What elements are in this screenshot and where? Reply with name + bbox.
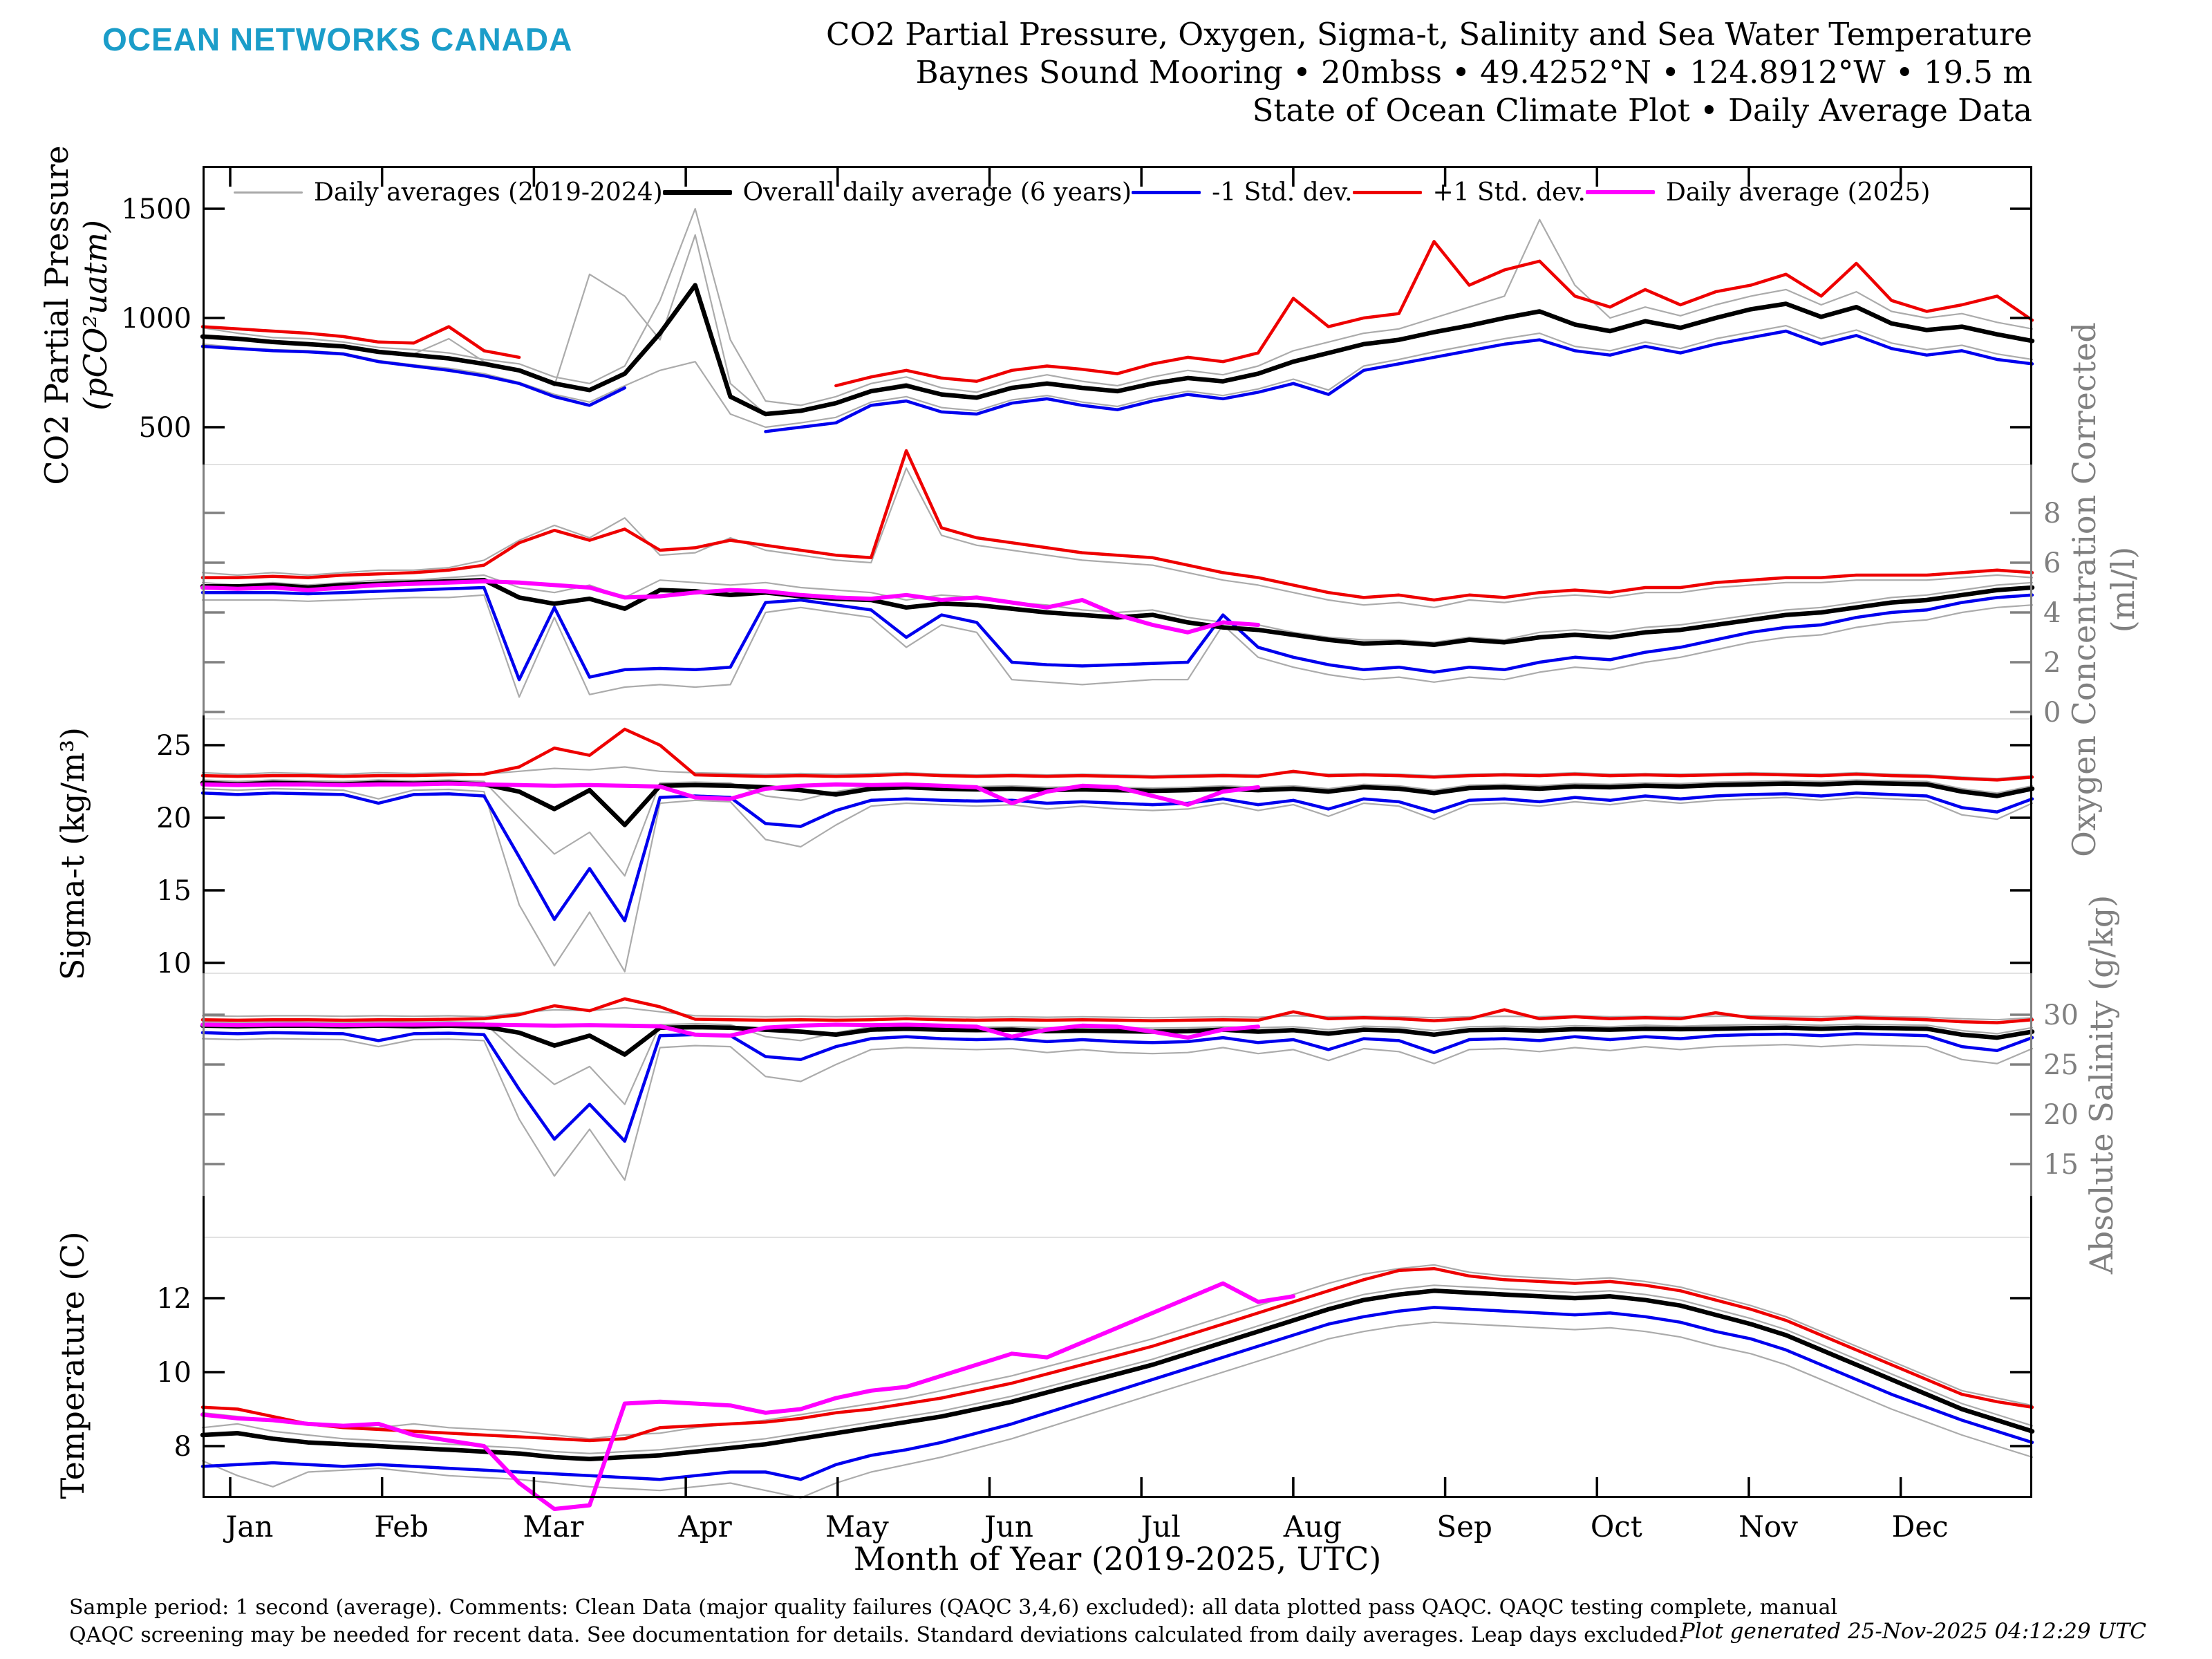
month-label-jan: Jan: [223, 1510, 274, 1544]
oxygen-minus-1-std-line: [200, 585, 2034, 682]
temperature-axis-title: Temperature (C): [54, 1231, 91, 1499]
stacked-line-chart: 500 1000 1500 0 2 4 6 8 10 15 20 25 15 20 25 30 8 10 12 Jan…: [121, 166, 2079, 1544]
temperature-yearly-trace-1: [201, 1264, 2034, 1440]
salinity-tick-label: 20: [2043, 1099, 2079, 1131]
legend-label: -1 Std. dev.: [1212, 178, 1353, 207]
legend-item-2025-average: Daily average (2025): [1585, 178, 1931, 207]
sigma-t-overall-average-line: [200, 780, 2035, 827]
month-label-dec: Dec: [1892, 1510, 1949, 1544]
sigma-t-tick-label: 20: [156, 803, 191, 834]
temperature-tick-label: 12: [156, 1283, 191, 1315]
co2-tick-label: 500: [139, 412, 191, 444]
oxygen-tick-label: 0: [2043, 697, 2061, 729]
legend-label: Daily averages (2019-2024): [314, 178, 663, 207]
co2-overall-average-line: [200, 283, 2035, 417]
month-label-sep: Sep: [1436, 1510, 1492, 1544]
month-label-may: May: [825, 1510, 889, 1544]
month-label-oct: Oct: [1591, 1510, 1642, 1544]
temperature-tick-label: 10: [156, 1357, 191, 1389]
chart-legend: Daily averages (2019-2024) Overall daily…: [234, 173, 1930, 212]
sigma-t-tick-label: 15: [156, 875, 191, 907]
plot-title-line1: CO2 Partial Pressure, Oxygen, Sigma-t, S…: [826, 16, 2032, 53]
salinity-2025-average-line: [200, 1022, 1261, 1040]
co2-tick-label: 1000: [121, 303, 191, 335]
footer-line1: Sample period: 1 second (average). Comme…: [69, 1595, 1838, 1620]
gray-line-swatch: [234, 191, 303, 194]
month-label-jun: Jun: [982, 1510, 1033, 1544]
blue-line-swatch: [1132, 190, 1201, 194]
plot-frame: [203, 166, 2032, 1498]
temperature-yearly-trace-2: [201, 1321, 2034, 1499]
co2-tick-label: 1500: [121, 194, 191, 225]
legend-item-minus-std: -1 Std. dev.: [1132, 178, 1353, 207]
co2-axis-title: CO2 Partial Pressure (pCO²uatm): [37, 8, 115, 623]
oxygen-tick-label: 8: [2043, 498, 2061, 529]
temperature-tick-label: 8: [174, 1431, 191, 1463]
footer-comments: Sample period: 1 second (average). Comme…: [69, 1594, 1837, 1649]
black-line-swatch: [662, 189, 732, 195]
co2-plus-1-std-line: [200, 240, 2034, 388]
legend-label: Overall daily average (6 years): [742, 178, 1132, 207]
salinity-tick-label: 25: [2043, 1049, 2079, 1081]
co2-axis-title-line1: CO2 Partial Pressure: [38, 145, 75, 485]
oxygen-yearly-trace-1: [201, 467, 2034, 608]
month-label-apr: Apr: [677, 1510, 732, 1544]
footer-line2: QAQC screening may be needed for recent …: [69, 1623, 1685, 1647]
legend-item-daily-averages: Daily averages (2019-2024): [234, 178, 663, 207]
sigma-t-axis-title: Sigma-t (kg/m³): [54, 727, 91, 981]
sigma-t-plus-1-std-line: [200, 727, 2034, 782]
temperature-overall-average-line: [200, 1288, 2035, 1461]
salinity-tick-label: 30: [2043, 1000, 2079, 1031]
legend-label: +1 Std. dev.: [1432, 178, 1586, 207]
salinity-yearly-trace-1: [201, 1038, 2034, 1181]
sigma-t-tick-label: 10: [156, 948, 191, 980]
co2-yearly-trace-2: [201, 325, 2034, 429]
co2-axis-title-line2: (pCO²uatm): [77, 220, 114, 411]
oxygen-overall-average-line: [200, 577, 2035, 648]
oxygen-plus-1-std-line: [200, 449, 2034, 602]
x-axis-caption: Month of Year (2019-2025, UTC): [853, 1540, 1382, 1577]
temperature-2025-average-line: [200, 1281, 1295, 1511]
salinity-plus-1-std-line: [200, 997, 2034, 1024]
oxygen-tick-label: 6: [2043, 547, 2061, 579]
salinity-minus-1-std-line: [200, 1031, 2034, 1143]
temperature-yearly-trace-3: [201, 1284, 2034, 1454]
oxygen-2025-average-line: [200, 579, 1261, 635]
legend-item-overall-average: Overall daily average (6 years): [662, 178, 1132, 207]
plot-generated-timestamp: Plot generated 25-Nov-2025 04:12:29 UTC: [1680, 1619, 2146, 1644]
month-label-nov: Nov: [1738, 1510, 1798, 1544]
temperature-minus-1-std-line: [200, 1306, 2034, 1481]
oxygen-yearly-trace-2: [201, 594, 2034, 698]
co2-yearly-trace-3: [201, 234, 2034, 415]
salinity-overall-average-line: [200, 1023, 2035, 1057]
co2-minus-1-std-line: [200, 329, 2034, 433]
co2-yearly-trace-1: [201, 207, 2034, 406]
red-line-swatch: [1352, 190, 1422, 194]
magenta-line-swatch: [1585, 190, 1655, 194]
temperature-plus-1-std-line: [200, 1266, 2034, 1443]
salinity-axis-title: Absolute Salinity (g/kg): [2083, 894, 2120, 1275]
month-label-mar: Mar: [523, 1510, 584, 1544]
salinity-tick-label: 15: [2043, 1149, 2079, 1181]
month-label-feb: Feb: [374, 1510, 429, 1544]
plot-title-line2: Baynes Sound Mooring • 20mbss • 49.4252°…: [915, 54, 2032, 91]
onc-logo: OCEAN NETWORKS CANADA: [102, 21, 573, 57]
plot-area: 500 1000 1500 0 2 4 6 8 10 15 20 25 15 20 25 30 8 10 12 Jan…: [121, 166, 2079, 1544]
month-label-jul: Jul: [1138, 1510, 1181, 1544]
sigma-t-tick-label: 25: [156, 730, 191, 762]
plot-title-line3: State of Ocean Climate Plot • Daily Aver…: [1252, 92, 2032, 129]
salinity-yearly-trace-2: [201, 1006, 2034, 1021]
sigma-t-2025-average-line: [200, 781, 1261, 807]
oxygen-tick-label: 4: [2043, 597, 2061, 629]
month-label-aug: Aug: [1283, 1510, 1342, 1544]
sigma-t-yearly-trace-1: [201, 787, 2034, 973]
legend-label: Daily average (2025): [1665, 178, 1931, 207]
plot-title-block: CO2 Partial Pressure, Oxygen, Sigma-t, S…: [826, 15, 2032, 129]
sigma-t-minus-1-std-line: [200, 791, 2034, 923]
legend-item-plus-std: +1 Std. dev.: [1352, 178, 1586, 207]
oxygen-tick-label: 2: [2043, 647, 2061, 679]
